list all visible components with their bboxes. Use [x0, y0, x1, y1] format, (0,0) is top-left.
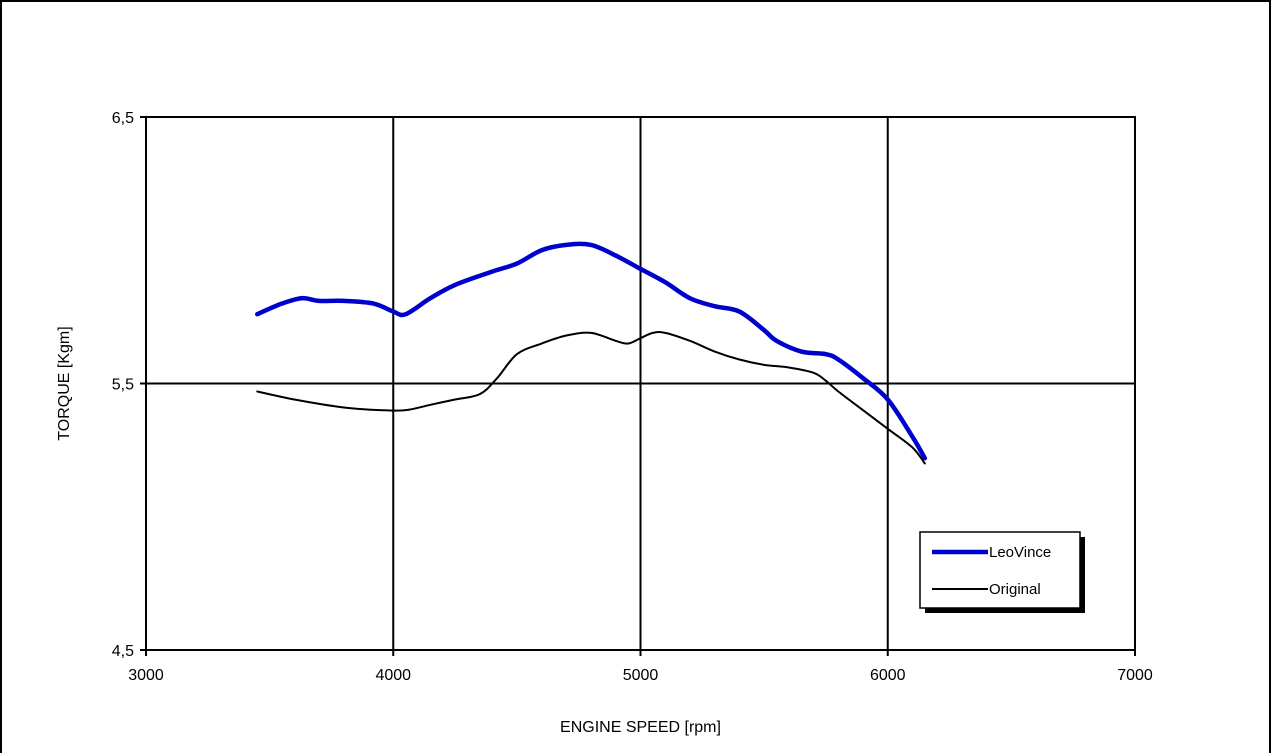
- y-tick-label: 5,5: [112, 377, 134, 394]
- series-line-original: [256, 331, 926, 465]
- tick-layer: 3000 4000 5000 6000 7000 4,5 5,5 6,5: [112, 110, 1153, 684]
- x-axis-title: ENGINE SPEED [rpm]: [560, 719, 721, 736]
- legend-label-original: Original: [989, 581, 1041, 598]
- legend-label-leovince: LeoVince: [989, 544, 1051, 561]
- series-layer: [255, 241, 928, 465]
- series-line-leovince: [255, 241, 928, 461]
- grid-layer: [146, 117, 1135, 650]
- x-tick-label: 3000: [128, 667, 164, 684]
- y-axis-title: TORQUE [Kgm]: [56, 326, 73, 440]
- legend: LeoVince Original: [919, 531, 1085, 613]
- x-tick-label: 6000: [870, 667, 906, 684]
- y-tick-label: 6,5: [112, 110, 134, 127]
- legend-box: [919, 531, 1081, 609]
- y-tick-label: 4,5: [112, 643, 134, 660]
- x-tick-label: 5000: [623, 667, 659, 684]
- x-tick-label: 4000: [375, 667, 411, 684]
- x-tick-label: 7000: [1117, 667, 1153, 684]
